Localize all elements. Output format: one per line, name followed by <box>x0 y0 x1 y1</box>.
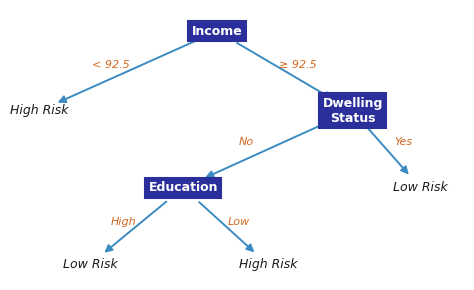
Text: Income: Income <box>191 25 243 38</box>
Text: Low Risk: Low Risk <box>393 181 448 194</box>
Text: High: High <box>111 217 137 227</box>
Text: Dwelling
Status: Dwelling Status <box>322 97 383 125</box>
Text: High Risk: High Risk <box>239 258 297 271</box>
Text: Yes: Yes <box>394 137 412 147</box>
Text: ≥ 92.5: ≥ 92.5 <box>279 60 317 70</box>
Text: Low Risk: Low Risk <box>63 258 118 271</box>
Text: Education: Education <box>148 181 218 194</box>
Text: Low: Low <box>227 217 249 227</box>
Text: < 92.5: < 92.5 <box>92 60 130 70</box>
Text: No: No <box>239 137 254 147</box>
Text: High Risk: High Risk <box>10 104 68 117</box>
